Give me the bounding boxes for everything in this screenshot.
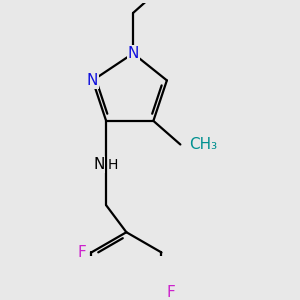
Text: CH₃: CH₃ xyxy=(189,137,217,152)
Text: F: F xyxy=(167,286,175,300)
Text: N: N xyxy=(93,157,104,172)
Text: N: N xyxy=(87,73,98,88)
Text: F: F xyxy=(77,245,86,260)
Text: H: H xyxy=(108,158,118,172)
Text: N: N xyxy=(128,46,139,61)
